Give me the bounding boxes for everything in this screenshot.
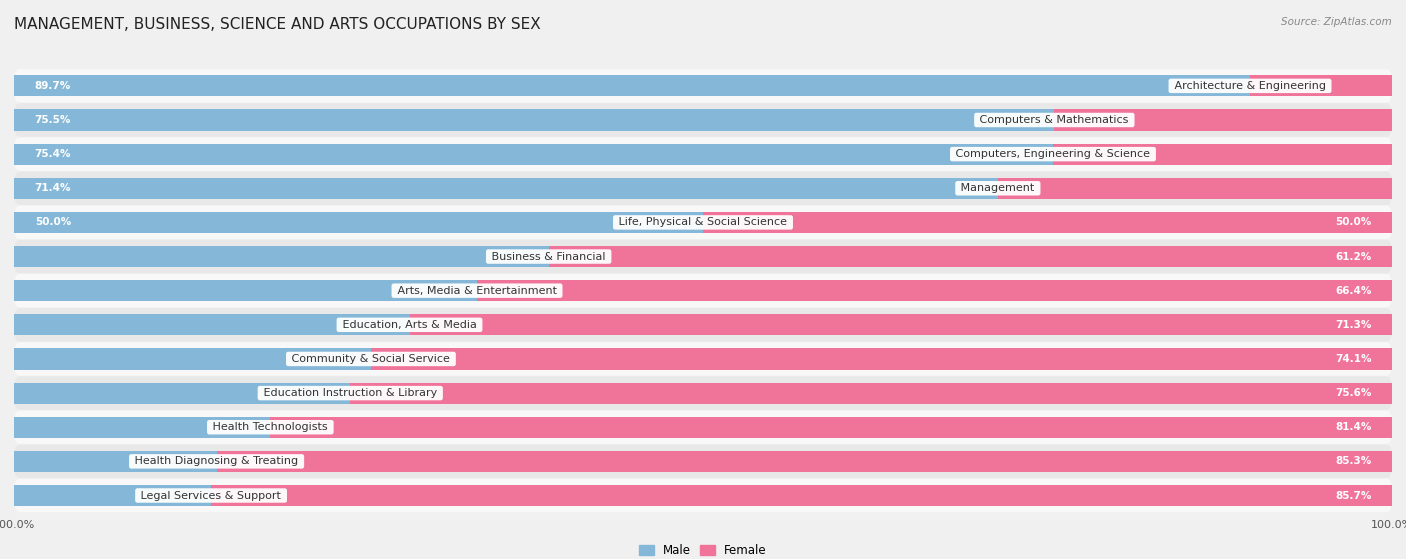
Bar [14, 144, 1053, 165]
FancyBboxPatch shape [14, 376, 1392, 410]
FancyBboxPatch shape [14, 69, 1392, 103]
Bar [14, 178, 998, 199]
Bar [1250, 75, 1392, 97]
Text: Architecture & Engineering: Architecture & Engineering [1171, 81, 1329, 91]
Text: Community & Social Service: Community & Social Service [288, 354, 454, 364]
Text: Business & Financial: Business & Financial [488, 252, 609, 262]
Text: 33.6%: 33.6% [430, 286, 463, 296]
Text: 50.0%: 50.0% [35, 217, 70, 228]
FancyBboxPatch shape [14, 479, 1392, 512]
Bar [211, 485, 1392, 506]
Text: Health Technologists: Health Technologists [209, 422, 332, 432]
Text: 75.5%: 75.5% [35, 115, 72, 125]
Legend: Male, Female: Male, Female [634, 539, 772, 559]
Text: 50.0%: 50.0% [1336, 217, 1371, 228]
Text: Computers, Engineering & Science: Computers, Engineering & Science [952, 149, 1154, 159]
Bar [548, 246, 1392, 267]
Bar [14, 416, 270, 438]
Text: 85.7%: 85.7% [1334, 490, 1371, 500]
Bar [703, 212, 1392, 233]
Text: 14.7%: 14.7% [170, 456, 202, 466]
Text: 61.2%: 61.2% [1336, 252, 1371, 262]
FancyBboxPatch shape [14, 274, 1392, 307]
Bar [371, 348, 1392, 369]
Text: Education Instruction & Library: Education Instruction & Library [260, 388, 440, 398]
Bar [14, 485, 211, 506]
Text: Source: ZipAtlas.com: Source: ZipAtlas.com [1281, 17, 1392, 27]
Text: Health Diagnosing & Treating: Health Diagnosing & Treating [131, 456, 302, 466]
FancyBboxPatch shape [14, 206, 1392, 239]
FancyBboxPatch shape [14, 138, 1392, 171]
Bar [14, 314, 409, 335]
Text: 89.7%: 89.7% [35, 81, 70, 91]
Text: 75.4%: 75.4% [35, 149, 72, 159]
Text: 14.3%: 14.3% [165, 490, 197, 500]
Bar [14, 280, 477, 301]
Bar [1053, 144, 1392, 165]
FancyBboxPatch shape [14, 410, 1392, 444]
Text: 66.4%: 66.4% [1334, 286, 1371, 296]
Text: MANAGEMENT, BUSINESS, SCIENCE AND ARTS OCCUPATIONS BY SEX: MANAGEMENT, BUSINESS, SCIENCE AND ARTS O… [14, 17, 541, 32]
Text: 81.4%: 81.4% [1334, 422, 1371, 432]
Text: Arts, Media & Entertainment: Arts, Media & Entertainment [394, 286, 560, 296]
Bar [217, 451, 1392, 472]
Bar [350, 382, 1392, 404]
Text: 25.9%: 25.9% [323, 354, 357, 364]
Text: 24.4%: 24.4% [304, 388, 336, 398]
Bar [1054, 110, 1392, 131]
Text: 38.8%: 38.8% [502, 252, 534, 262]
Text: 28.7%: 28.7% [363, 320, 395, 330]
FancyBboxPatch shape [14, 444, 1392, 478]
Bar [998, 178, 1392, 199]
Bar [14, 212, 703, 233]
FancyBboxPatch shape [14, 240, 1392, 273]
FancyBboxPatch shape [14, 342, 1392, 376]
Text: Life, Physical & Social Science: Life, Physical & Social Science [616, 217, 790, 228]
Bar [409, 314, 1392, 335]
Bar [14, 348, 371, 369]
FancyBboxPatch shape [14, 172, 1392, 205]
Text: 71.3%: 71.3% [1334, 320, 1371, 330]
Bar [270, 416, 1392, 438]
Text: Management: Management [957, 183, 1038, 193]
FancyBboxPatch shape [14, 103, 1392, 137]
Text: 85.3%: 85.3% [1336, 456, 1371, 466]
Bar [14, 246, 548, 267]
Text: 18.6%: 18.6% [224, 422, 256, 432]
Bar [14, 75, 1250, 97]
Text: 75.6%: 75.6% [1334, 388, 1371, 398]
Bar [14, 110, 1054, 131]
FancyBboxPatch shape [14, 308, 1392, 342]
Bar [14, 382, 350, 404]
Bar [14, 451, 217, 472]
Text: 74.1%: 74.1% [1334, 354, 1371, 364]
Text: Computers & Mathematics: Computers & Mathematics [976, 115, 1132, 125]
Text: Education, Arts & Media: Education, Arts & Media [339, 320, 481, 330]
Text: 71.4%: 71.4% [35, 183, 72, 193]
Text: Legal Services & Support: Legal Services & Support [138, 490, 285, 500]
Bar [477, 280, 1392, 301]
